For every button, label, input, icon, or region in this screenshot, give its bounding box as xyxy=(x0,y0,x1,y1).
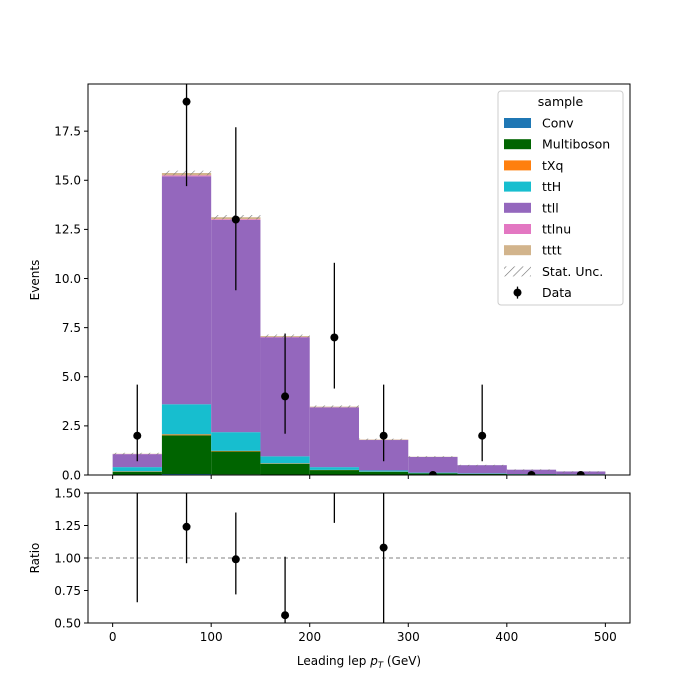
main-y-tick-label-3: 7.5 xyxy=(62,321,81,335)
legend-swatch-3 xyxy=(504,181,531,192)
legend-label-data: Data xyxy=(542,285,572,300)
ratio-point-7 xyxy=(478,164,486,172)
legend-label-6: tttt xyxy=(542,243,562,258)
main-y-tick-label-2: 5.0 xyxy=(62,370,81,384)
legend: sample Conv Multiboson tXq ttH ttll ttlnu tttt S… xyxy=(497,90,624,306)
legend-swatch-6 xyxy=(504,245,531,256)
ratio-y-axis: 0.50 0.75 1.00 1.25 1.50 xyxy=(54,486,88,630)
bar-multiboson-0 xyxy=(112,471,162,475)
ratio-y-tick-label-3: 1.25 xyxy=(54,519,81,533)
legend-swatch-5 xyxy=(504,224,531,234)
bar-ttll-4 xyxy=(309,407,359,468)
legend-data-marker xyxy=(513,288,522,297)
x-tick-label-3: 300 xyxy=(397,630,420,644)
x-axis-title-post: (GeV) xyxy=(383,654,421,668)
x-axis-title: Leading lep pT (GeV) xyxy=(297,654,421,671)
main-y-axis: 0.0 2.5 5.0 7.5 10.0 12.5 15.0 17.5 xyxy=(54,124,88,482)
bar-tth-5 xyxy=(359,470,409,472)
ratio-y-tick-label-2: 1.00 xyxy=(54,551,81,565)
legend-label-1: Multiboson xyxy=(542,137,610,152)
ratio-plot-frame xyxy=(87,492,631,624)
bar-tth-1 xyxy=(161,404,212,435)
bar-txq-1 xyxy=(161,434,212,436)
ratio-y-tick-label-0: 0.50 xyxy=(54,616,81,630)
data-points xyxy=(133,84,585,475)
x-tick-label-2: 200 xyxy=(298,630,321,644)
bar-ttll-7 xyxy=(457,465,507,474)
legend-label-2: tXq xyxy=(542,158,563,173)
data-point-7 xyxy=(478,431,487,440)
x-axis-title-var: p xyxy=(369,654,378,668)
data-point-6 xyxy=(428,471,437,475)
main-y-tick-label-6: 15.0 xyxy=(54,174,81,188)
ratio-point-1 xyxy=(182,522,191,531)
x-axis-title-sub: T xyxy=(378,661,384,671)
legend-label-0: Conv xyxy=(542,116,574,131)
data-point-5 xyxy=(379,431,388,440)
ratio-plot: 0.50 0.75 1.00 1.25 1.50 0 100 200 300 400 500 Ra… xyxy=(28,164,631,671)
bar-txq-2 xyxy=(211,450,261,452)
legend-swatch-0 xyxy=(504,118,531,128)
legend-swatch-4 xyxy=(504,202,531,213)
bar-ttll-1 xyxy=(161,176,212,405)
main-x-ticks xyxy=(112,475,606,479)
data-point-2 xyxy=(231,215,240,224)
legend-swatch-2 xyxy=(504,160,531,171)
ratio-point-5 xyxy=(379,543,388,552)
bar-tth-3 xyxy=(260,456,310,464)
bar-multiboson-2 xyxy=(211,451,261,475)
main-y-tick-label-0: 0.0 xyxy=(62,468,81,482)
legend-label-4: ttll xyxy=(542,200,559,215)
main-plot: 0.0 2.5 5.0 7.5 10.0 12.5 15.0 17.5 Events xyxy=(28,83,631,482)
stat-unc-8 xyxy=(506,469,557,471)
x-tick-label-1: 100 xyxy=(200,630,223,644)
data-point-1 xyxy=(182,97,191,106)
stat-unc-7 xyxy=(457,464,507,467)
stat-unc-4 xyxy=(309,405,359,408)
x-tick-label-5: 500 xyxy=(594,630,617,644)
bar-tth-4 xyxy=(309,467,359,470)
bar-tth-0 xyxy=(112,467,162,472)
stat-unc-6 xyxy=(408,456,458,458)
main-y-tick-label-4: 10.0 xyxy=(54,272,81,286)
x-axis: 0 100 200 300 400 500 xyxy=(109,623,617,644)
data-point-0 xyxy=(133,431,142,440)
ratio-point-2 xyxy=(231,555,240,564)
legend-label-5: ttlnu xyxy=(542,222,571,237)
ratio-points xyxy=(136,164,486,623)
ratio-y-tick-label-1: 0.75 xyxy=(54,584,81,598)
data-point-8 xyxy=(527,471,536,475)
legend-label-3: ttH xyxy=(542,179,561,194)
ratio-y-axis-title: Ratio xyxy=(28,543,42,574)
main-plot-frame xyxy=(87,83,631,476)
data-point-9 xyxy=(576,471,585,475)
legend-swatch-1 xyxy=(504,139,531,150)
main-y-tick-label-1: 2.5 xyxy=(62,419,81,433)
x-tick-label-0: 0 xyxy=(109,630,117,644)
bar-multiboson-3 xyxy=(260,463,310,475)
bar-multiboson-4 xyxy=(309,470,359,475)
bar-ttll-6 xyxy=(408,456,458,473)
legend-swatch-stat-unc xyxy=(504,266,531,277)
bar-multiboson-1 xyxy=(161,435,212,475)
ratio-point-3 xyxy=(281,611,290,620)
ratio-y-tick-label-4: 1.50 xyxy=(54,486,81,500)
bar-tth-2 xyxy=(211,432,261,451)
bar-multiboson-5 xyxy=(359,471,409,475)
x-axis-title-pre: Leading lep xyxy=(297,654,370,668)
x-tick-label-4: 400 xyxy=(495,630,518,644)
main-y-tick-label-5: 12.5 xyxy=(54,223,81,237)
data-point-4 xyxy=(330,333,339,342)
y-axis-title: Events xyxy=(28,260,42,301)
bar-multiboson-7 xyxy=(457,473,507,475)
legend-title: sample xyxy=(538,94,584,109)
main-y-tick-label-7: 17.5 xyxy=(54,124,81,138)
data-point-3 xyxy=(281,392,290,401)
legend-label-stat-unc: Stat. Unc. xyxy=(542,264,603,279)
